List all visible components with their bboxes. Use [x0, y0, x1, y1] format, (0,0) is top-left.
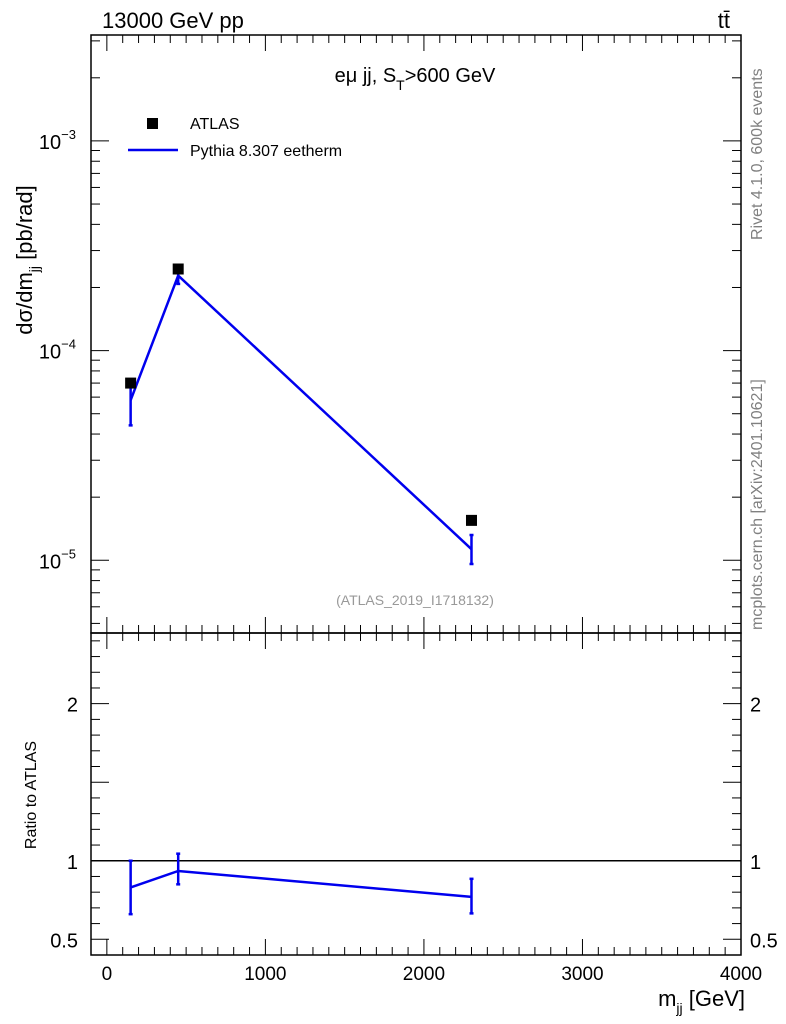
- main-plot-frame: [90, 34, 742, 634]
- atlas-data-point: [172, 263, 184, 275]
- atlas-data-point: [465, 514, 477, 526]
- main-series-layer: [125, 263, 477, 566]
- x-axis-label: mjj [GeV]: [658, 986, 745, 1016]
- legend-label-pythia: Pythia 8.307 eetherm: [190, 143, 342, 160]
- rivet-version-label: Rivet 4.1.0, 600k events: [749, 68, 766, 240]
- y-tick-label-ratio-right: 2: [750, 695, 761, 717]
- legend: ATLAS Pythia 8.307 eetherm: [128, 116, 342, 160]
- ratio-plot-frame: [90, 632, 742, 956]
- y-tick-label-ratio-right: 0.5: [750, 930, 778, 952]
- atlas-data-point: [125, 377, 137, 389]
- ratio-y-axis-label: Ratio to ATLAS: [23, 741, 40, 849]
- x-tick-label: 1000: [244, 964, 286, 985]
- main-y-axis-label: dσ/dmjj [pb/rad]: [12, 185, 42, 334]
- ratio-axis-ticks: 0 1000 2000 3000 4000 0.5 0.5 1 1 2 2: [50, 633, 778, 985]
- y-tick-label-ratio-right: 1: [750, 852, 761, 874]
- source-label: mcplots.cern.ch [arXiv:2401.10621]: [749, 379, 766, 630]
- x-tick-label: 4000: [720, 964, 762, 985]
- y-tick-label-ratio-left: 0.5: [50, 930, 78, 952]
- main-plot-title: eμ jj, ST>600 GeV: [335, 65, 496, 93]
- ratio-series-layer: [128, 852, 474, 916]
- x-tick-label: 0: [102, 964, 113, 985]
- process-label: tt̄: [718, 8, 730, 33]
- y-tick-label-main: 10−4: [39, 337, 76, 364]
- x-tick-label: 3000: [561, 964, 603, 985]
- y-tick-label-main: 10−3: [39, 127, 76, 154]
- x-tick-label: 2000: [403, 964, 445, 985]
- y-tick-label-ratio-left: 2: [67, 695, 78, 717]
- main-axis-ticks: 10−5 10−4 10−3: [39, 35, 742, 633]
- y-tick-label-main: 10−5: [39, 546, 76, 573]
- y-tick-label-ratio-left: 1: [67, 852, 78, 874]
- ratio-series-line: [130, 869, 472, 899]
- analysis-watermark: (ATLAS_2019_I1718132): [336, 592, 494, 608]
- legend-label-atlas: ATLAS: [190, 116, 240, 133]
- mc-series-line: [129, 273, 473, 551]
- energy-label: 13000 GeV pp: [102, 8, 244, 33]
- legend-marker-atlas: [147, 118, 158, 129]
